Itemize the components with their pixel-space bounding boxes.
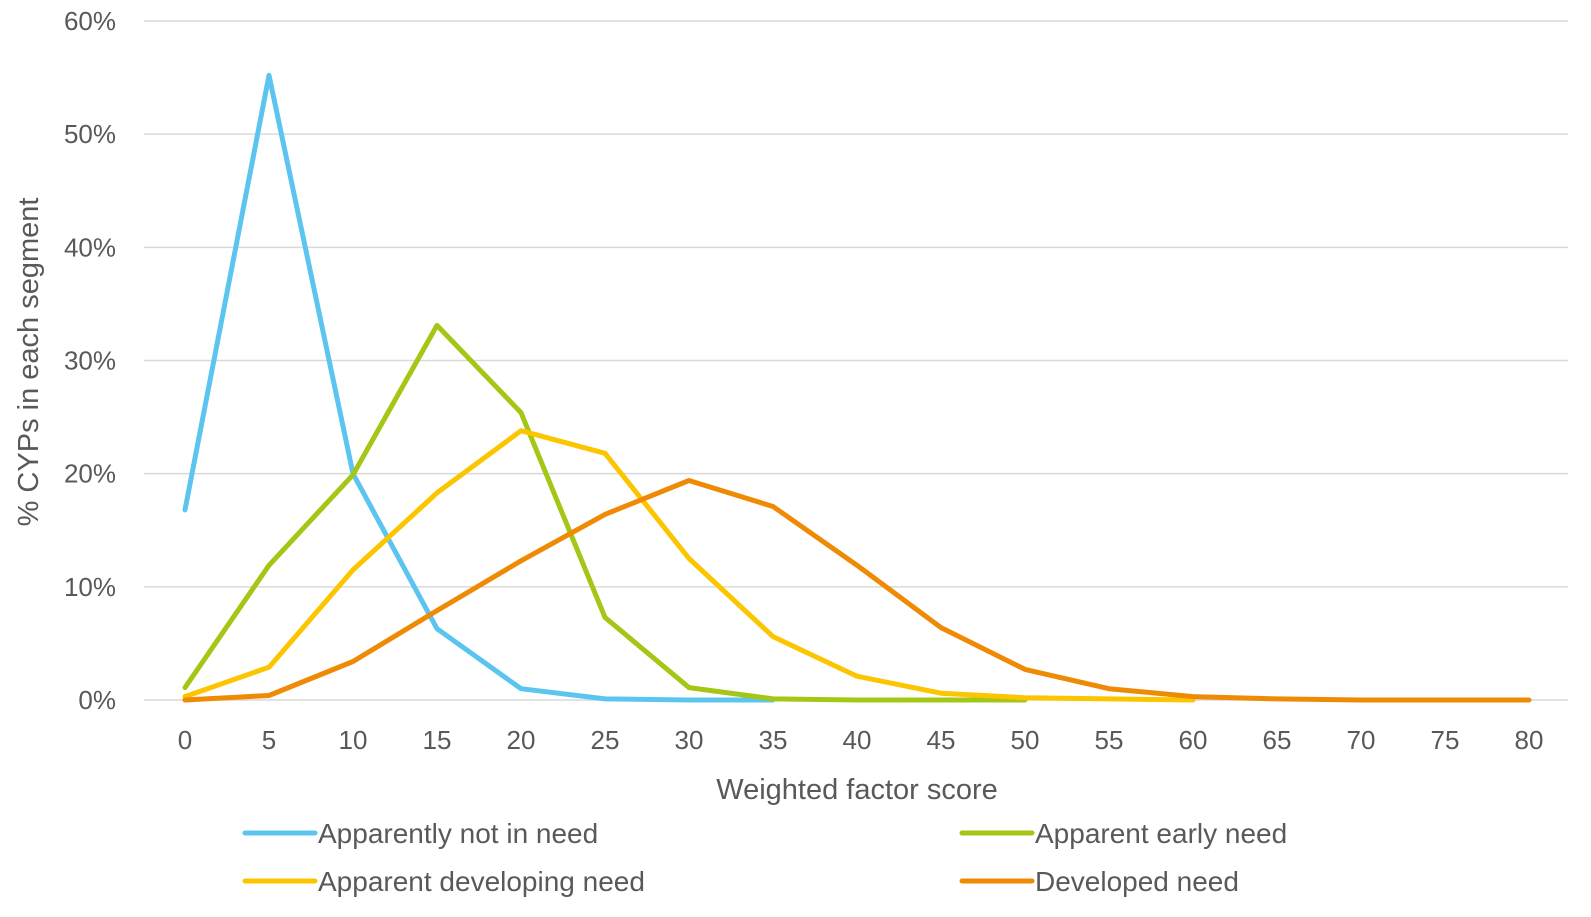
series-line-1 [182,72,776,703]
x-tick-label: 10 [339,725,368,755]
x-tick-label: 50 [1011,725,1040,755]
x-tick-label: 35 [759,725,788,755]
series-lines [182,72,1532,703]
x-tick-label: 5 [262,725,276,755]
x-tick-label: 80 [1515,725,1544,755]
legend-label: Apparent developing need [318,866,645,897]
series-line-4 [182,478,1532,703]
x-tick-label: 55 [1095,725,1124,755]
y-tick-label: 40% [64,232,116,262]
series-line-3 [182,428,1196,703]
y-tick-label: 10% [64,572,116,602]
y-tick-label: 50% [64,119,116,149]
x-axis-title: Weighted factor score [716,774,998,806]
legend-label: Apparent early need [1035,818,1287,849]
x-tick-label: 45 [927,725,956,755]
x-tick-label: 30 [675,725,704,755]
y-axis-title: % CYPs in each segment [13,198,45,527]
x-tick-label: 25 [591,725,620,755]
x-tick-label: 65 [1263,725,1292,755]
series-line-2 [182,322,1028,703]
y-tick-label: 20% [64,459,116,489]
x-tick-label: 15 [423,725,452,755]
legend-label: Apparently not in need [318,818,598,849]
y-tick-label: 0% [78,685,116,715]
gridlines [144,20,1568,701]
legend-item: Apparent developing need [242,866,645,897]
x-tick-label: 75 [1431,725,1460,755]
x-tick-label: 0 [178,725,192,755]
x-tick-label: 40 [843,725,872,755]
legend-label: Developed need [1035,866,1239,897]
x-axis-ticks: 0 5 10 15 20 25 30 35 40 45 50 55 60 65 70 75 80 [178,725,1544,755]
x-tick-label: 20 [507,725,536,755]
x-tick-label: 60 [1179,725,1208,755]
legend-item: Apparent early need [959,818,1287,849]
legend: Apparently not in need Apparent early nee… [242,818,1287,897]
x-tick-label: 70 [1347,725,1376,755]
legend-item: Developed need [959,866,1239,897]
y-tick-label: 60% [64,6,116,36]
y-tick-label: 30% [64,346,116,376]
y-axis-ticks: 0% 10% 20% 30% 40% 50% 60% [64,6,116,715]
legend-item: Apparently not in need [242,818,598,849]
